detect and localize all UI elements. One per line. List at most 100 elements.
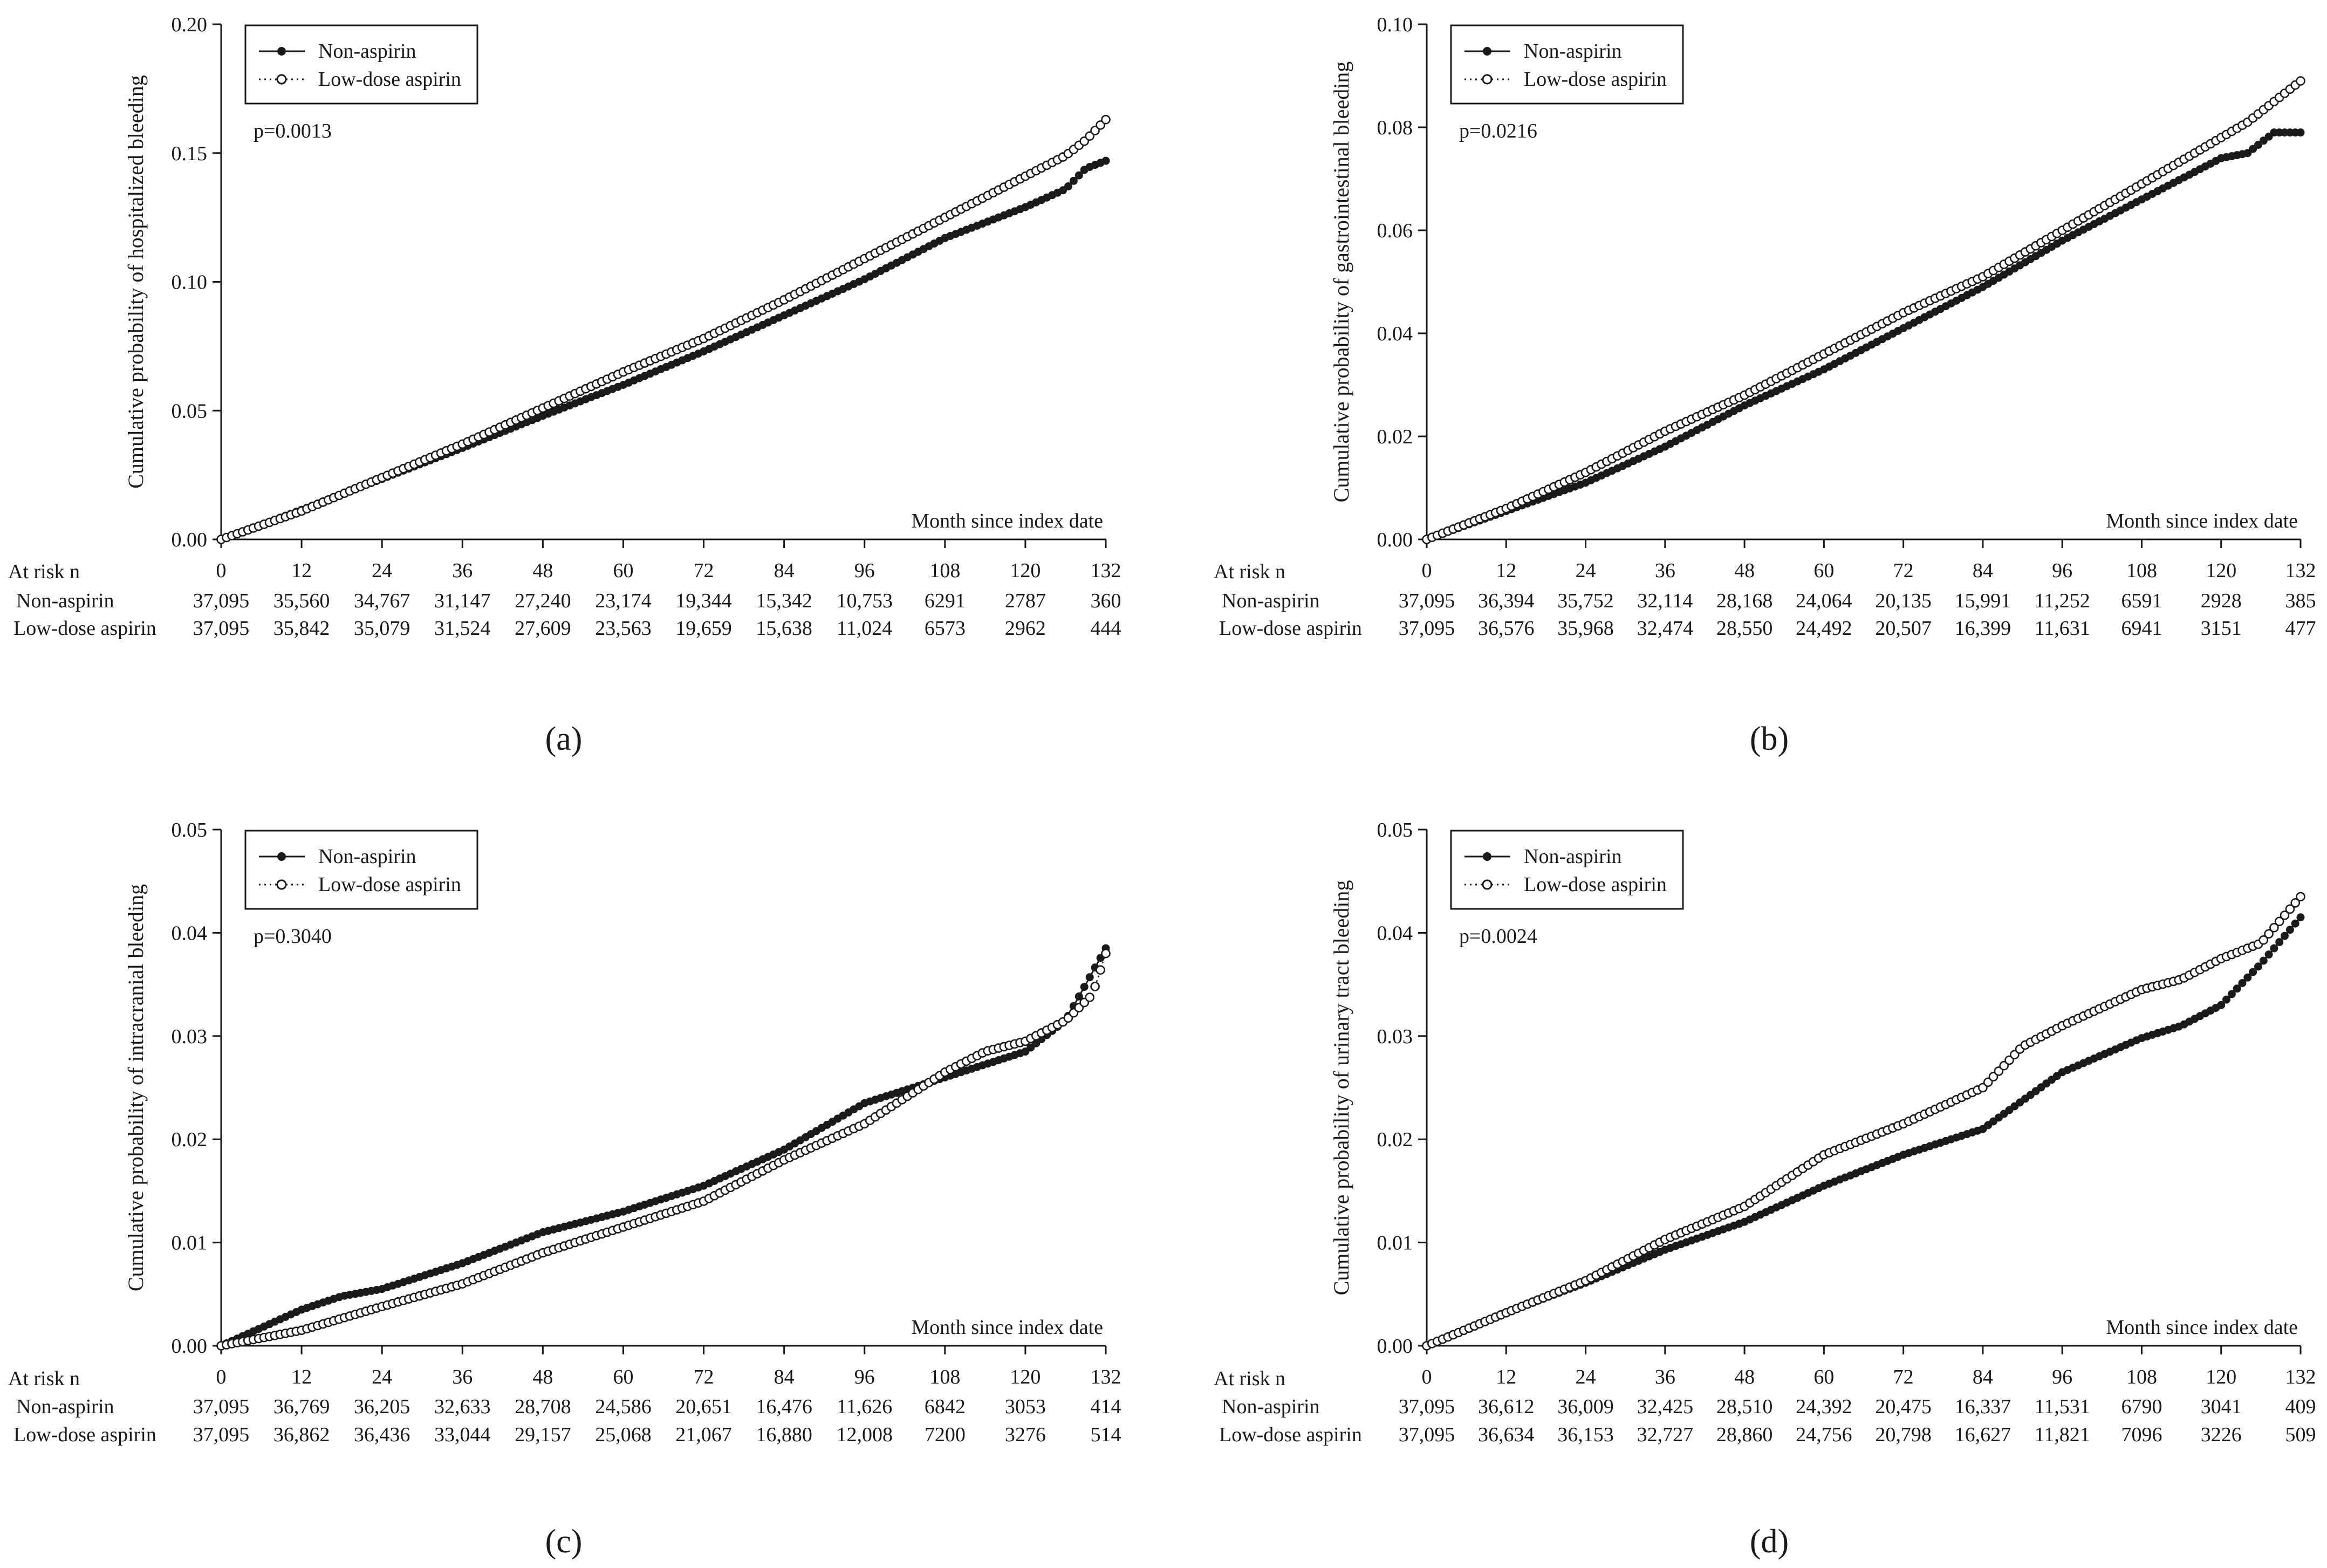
- at-risk-value: 36,862: [273, 1423, 330, 1446]
- x-tick-label: 132: [2285, 1366, 2316, 1388]
- at-risk-value: 36,634: [1478, 1423, 1535, 1446]
- at-risk-value: 29,157: [515, 1423, 571, 1446]
- x-tick-label: 96: [854, 1366, 875, 1388]
- at-risk-value: 24,392: [1796, 1395, 1852, 1418]
- data-point: [2296, 892, 2305, 902]
- data-point: [1074, 171, 1083, 180]
- panel-b: 0.00 0.02 0.04 0.06 0.08 0.10 0 12 24 36 48 60 72 84 9…: [1214, 13, 2316, 757]
- legend-box: [1450, 830, 1684, 910]
- legend-marker-non-aspirin: [1483, 852, 1491, 861]
- x-axis-label: Month since index date: [911, 1316, 1103, 1339]
- at-risk-value: 16,880: [756, 1423, 812, 1446]
- at-risk-value: 409: [2285, 1395, 2316, 1418]
- data-point: [2264, 929, 2274, 939]
- y-axis-label: Cumulative probability of hospitalized b…: [124, 75, 148, 489]
- x-tick-label: 120: [1010, 559, 1041, 582]
- legend-marker-low-dose: [1482, 74, 1493, 85]
- data-point: [1999, 1060, 2009, 1071]
- at-risk-value: 20,651: [675, 1395, 732, 1418]
- at-risk-value: 37,095: [193, 1423, 250, 1446]
- legend-label-non-aspirin: Non-aspirin: [318, 40, 416, 63]
- y-tick-label: 0.15: [172, 142, 208, 165]
- legend: Non-aspirin Low-dose aspirin: [244, 24, 478, 105]
- at-risk-value: 16,399: [1955, 617, 2011, 640]
- x-tick-label: 36: [1655, 1366, 1675, 1388]
- data-point: [2275, 938, 2284, 947]
- at-risk-value: 6591: [2121, 590, 2162, 612]
- at-risk-value: 31,147: [434, 590, 491, 612]
- at-risk-value: 32,114: [1637, 590, 1693, 612]
- x-tick-label: 132: [1091, 1366, 1121, 1388]
- at-risk-value: 33,044: [434, 1423, 491, 1446]
- at-risk-value: 36,576: [1478, 617, 1535, 640]
- at-risk-value: 12,008: [836, 1423, 893, 1446]
- x-tick-label: 48: [1734, 559, 1755, 582]
- y-tick-label: 0.01: [1377, 1232, 1413, 1255]
- x-tick-label: 72: [1893, 559, 1914, 582]
- y-tick-label: 0.10: [1377, 13, 1413, 36]
- at-risk-value: 10,753: [836, 590, 893, 612]
- at-risk-value: 6842: [925, 1395, 966, 1418]
- at-risk-row-label: Low-dose aspirin: [1219, 617, 1362, 640]
- x-tick-label: 48: [532, 559, 553, 582]
- x-tick-label: 60: [613, 559, 633, 582]
- data-point: [2274, 916, 2284, 927]
- at-risk-value: 32,633: [434, 1395, 491, 1418]
- data-point: [1101, 948, 1111, 958]
- at-risk-value: 37,095: [193, 590, 250, 612]
- x-tick-label: 84: [774, 1366, 795, 1388]
- x-tick-label: 84: [774, 559, 795, 582]
- p-value: p=0.3040: [254, 925, 332, 948]
- data-point: [2217, 1001, 2226, 1009]
- data-point: [2010, 1050, 2020, 1060]
- legend-label-low-dose: Low-dose aspirin: [1524, 873, 1667, 896]
- at-risk-title: At risk n: [8, 560, 80, 583]
- x-tick-label: 84: [1973, 559, 1993, 582]
- data-point: [1085, 992, 1094, 1002]
- y-tick-label: 0.02: [1377, 426, 1413, 448]
- data-point: [2291, 919, 2299, 928]
- at-risk-value: 514: [1091, 1423, 1121, 1446]
- at-risk-value: 414: [1091, 1395, 1121, 1418]
- panel-d: 0.00 0.01 0.02 0.03 0.04 0.05 0 12 24 36 48 60 72 84 9…: [1214, 819, 2316, 1560]
- at-risk-value: 16,476: [756, 1395, 812, 1418]
- x-tick-label: 12: [291, 1366, 312, 1388]
- at-risk-value: 509: [2285, 1423, 2316, 1446]
- data-point: [1090, 982, 1100, 991]
- at-risk-value: 15,342: [756, 590, 812, 612]
- at-risk-table: At risk n Non-aspirin 37,095 36,394 35,752 32…: [1214, 560, 2316, 640]
- series-non-aspirin: [217, 944, 1110, 1350]
- at-risk-value: 21,067: [675, 1423, 732, 1446]
- data-point: [2296, 76, 2305, 86]
- p-value: p=0.0013: [254, 120, 332, 142]
- at-risk-row-label: Low-dose aspirin: [13, 1423, 156, 1446]
- at-risk-value: 28,168: [1716, 590, 1773, 612]
- at-risk-value: 24,492: [1796, 617, 1852, 640]
- at-risk-value: 360: [1091, 590, 1121, 612]
- at-risk-value: 7200: [925, 1423, 966, 1446]
- at-risk-value: 32,425: [1637, 1395, 1694, 1418]
- legend: Non-aspirin Low-dose aspirin: [1450, 24, 1684, 105]
- at-risk-value: 35,752: [1557, 590, 1614, 612]
- data-point: [2296, 128, 2305, 137]
- y-tick-label: 0.04: [1377, 323, 1413, 345]
- at-risk-value: 35,560: [273, 590, 330, 612]
- x-tick-label: 108: [929, 559, 960, 582]
- at-risk-value: 11,252: [2035, 590, 2090, 612]
- series-line: [1426, 896, 2301, 1347]
- at-risk-table: At risk n Non-aspirin 37,095 35,560 34,767 31…: [8, 560, 1121, 640]
- data-point: [2227, 990, 2236, 998]
- data-point: [2233, 984, 2241, 993]
- x-tick-label: 96: [2052, 559, 2072, 582]
- at-risk-table: At risk n Non-aspirin 37,095 36,612 36,009 32…: [1214, 1367, 2316, 1446]
- x-tick-label: 12: [1496, 559, 1516, 582]
- panel-c: 0.00 0.01 0.02 0.03 0.04 0.05 0 12 24 36 48 60 72 84 9…: [8, 819, 1121, 1560]
- y-tick-label: 0.00: [1377, 529, 1413, 551]
- series-non-aspirin: [217, 156, 1110, 544]
- legend-marker-non-aspirin: [277, 47, 286, 56]
- at-risk-value: 385: [2285, 590, 2316, 612]
- legend-marker-low-dose: [1482, 879, 1493, 890]
- at-risk-value: 23,174: [595, 590, 652, 612]
- series-low-dose-aspirin: [1422, 76, 2305, 544]
- data-point: [2258, 935, 2269, 945]
